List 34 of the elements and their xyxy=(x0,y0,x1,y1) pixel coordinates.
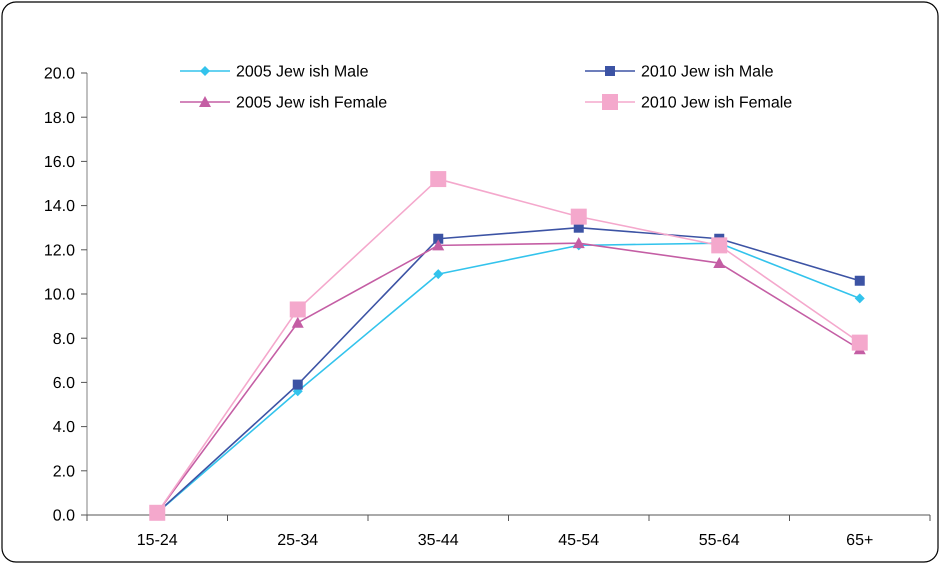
y-tick-label: 2.0 xyxy=(52,463,76,480)
y-tick-label: 8.0 xyxy=(52,330,76,348)
point xyxy=(854,293,865,304)
x-tick-label: 55-64 xyxy=(698,532,740,549)
point xyxy=(290,301,306,318)
x-tick-label: 65+ xyxy=(846,532,874,549)
x-tick-label: 15-24 xyxy=(136,532,178,549)
point xyxy=(852,334,868,351)
y-tick-label: 12.0 xyxy=(44,242,76,260)
point xyxy=(713,257,726,268)
point xyxy=(433,269,444,280)
point xyxy=(711,237,728,254)
x-tick-label: 35-44 xyxy=(418,532,459,549)
y-tick-label: 0.0 xyxy=(52,508,76,525)
point xyxy=(570,208,587,225)
y-tick-label: 4.0 xyxy=(52,419,76,436)
point xyxy=(149,504,166,521)
point xyxy=(854,276,865,286)
y-tick-label: 20.0 xyxy=(44,66,76,83)
legend-label: 2005 Jew ish Male xyxy=(236,64,369,81)
y-tick-label: 16.0 xyxy=(44,154,76,171)
legend-label: 2010 Jew ish Male xyxy=(641,64,774,81)
y-tick-label: 14.0 xyxy=(44,198,76,216)
x-tick-label: 25-34 xyxy=(277,532,318,549)
point xyxy=(430,171,446,188)
y-tick-label: 10.0 xyxy=(44,286,76,304)
point xyxy=(432,239,444,250)
point xyxy=(292,380,303,390)
y-tick-label: 6.0 xyxy=(52,375,76,392)
y-tick-label: 18.0 xyxy=(44,110,76,127)
legend-label: 2010 Jew ish Female xyxy=(641,94,792,112)
legend-label: 2005 Jew ish Female xyxy=(236,94,388,112)
x-tick-label: 45-54 xyxy=(558,532,600,549)
point xyxy=(292,316,304,328)
